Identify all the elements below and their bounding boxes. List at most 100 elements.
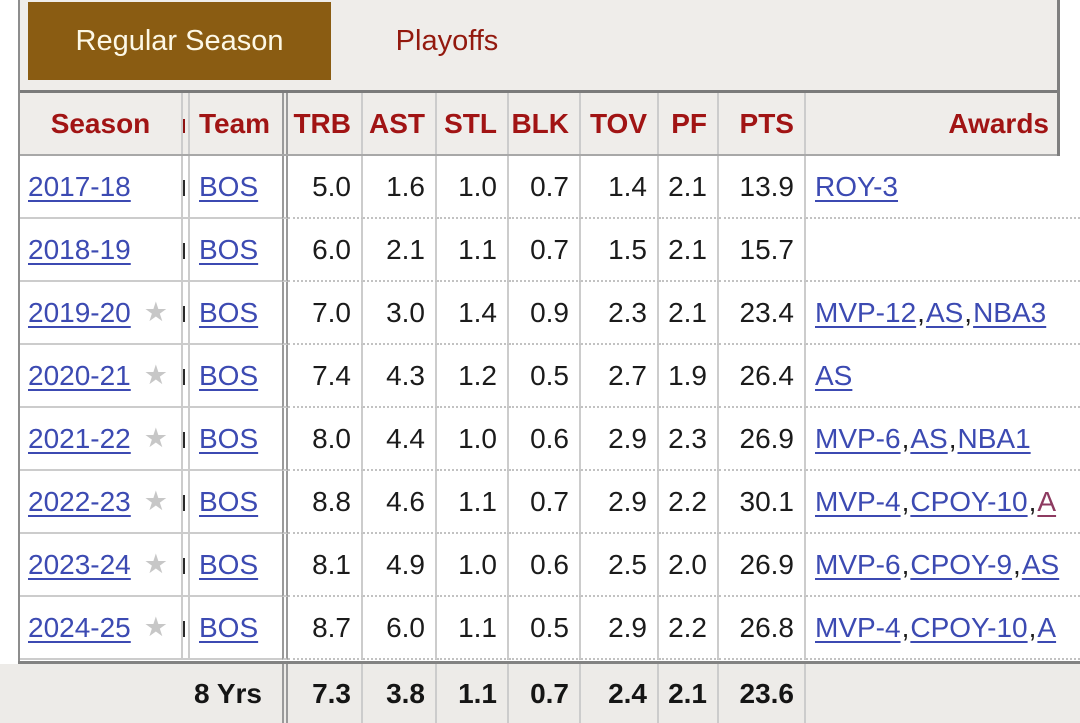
team-link[interactable]: BOS [199,611,259,643]
tov-cell: 2.5 [581,534,659,597]
blk-cell: 0.6 [509,534,581,597]
column-header-blk: BLK [509,93,581,154]
award-link[interactable]: CPOY-10 [910,485,1028,517]
all-star-icon: ★ [143,549,168,579]
pf-cell: 1.9 [659,345,719,408]
team-cell: BOS [190,471,282,534]
tov-cell: 2.9 [581,597,659,660]
award-separator: , [964,296,973,328]
ast-cell: 4.6 [363,471,437,534]
stl-cell: 1.0 [437,534,509,597]
column-group-divider [282,345,288,408]
trb-cell: 8.7 [288,597,363,660]
award-link[interactable]: AS [910,422,948,454]
stl-cell: 1.0 [437,156,509,219]
award-link[interactable]: A [1037,485,1057,517]
team-cell: BOS [190,282,282,345]
all-star-icon: ★ [143,612,168,642]
award-separator: , [1028,611,1037,643]
award-link[interactable]: MVP-6 [815,548,901,580]
team-link[interactable]: BOS [199,485,259,517]
award-link[interactable]: AS [925,296,964,328]
column-header-tov: TOV [581,93,659,154]
trb-cell: 8.1 [288,534,363,597]
award-separator: , [901,611,910,643]
season-link[interactable]: 2017-18 [28,170,131,202]
team-link[interactable]: BOS [199,170,259,202]
pf-cell: 2.1 [659,219,719,282]
pts-cell: 13.9 [719,156,806,219]
award-link[interactable]: MVP-4 [815,611,901,643]
season-link[interactable]: 2018-19 [28,233,131,265]
award-link[interactable]: MVP-6 [815,422,901,454]
blk-cell: 0.7 [509,219,581,282]
footer-stl: 1.1 [437,664,509,723]
season-row: 2022-23 ★ BOS 8.8 4.6 1.1 0.7 2.9 2.2 30.1 MVP-4, C… [20,471,1080,534]
season-link[interactable]: 2019-20 [28,296,131,328]
season-row: 2024-25 ★ BOS 8.7 6.0 1.1 0.5 2.9 2.2 26.8 MVP-4, C… [20,597,1080,660]
trb-cell: 8.8 [288,471,363,534]
season-link[interactable]: 2024-25 [28,611,131,643]
blk-cell: 0.9 [509,282,581,345]
team-link[interactable]: BOS [199,548,259,580]
stl-cell: 1.1 [437,219,509,282]
award-link[interactable]: A [1037,611,1057,643]
award-link[interactable]: MVP-4 [815,485,901,517]
pts-cell: 26.9 [719,534,806,597]
award-link[interactable]: ROY-3 [815,170,899,202]
awards-cell: MVP-4, CPOY-10, A [806,597,1080,660]
team-cell: BOS [190,219,282,282]
column-group-divider [282,408,288,471]
stl-cell: 1.1 [437,597,509,660]
award-link[interactable]: CPOY-9 [910,548,1013,580]
award-separator: , [917,296,925,328]
awards-cell: ROY-3 [806,156,1080,219]
age-column-clipped [183,471,190,534]
award-link[interactable]: AS [815,359,853,391]
season-link[interactable]: 2023-24 [28,548,131,580]
award-link[interactable]: NBA3 [973,296,1047,328]
season-cell: 2021-22 ★ [20,408,183,471]
award-link[interactable]: CPOY-10 [910,611,1028,643]
pts-cell: 30.1 [719,471,806,534]
column-group-divider [282,282,288,345]
team-link[interactable]: BOS [199,233,259,265]
column-header-ast: AST [363,93,437,154]
team-link[interactable]: BOS [199,296,259,328]
all-star-icon: ★ [143,486,168,516]
award-link[interactable]: AS [1021,548,1060,580]
award-link[interactable]: NBA1 [957,422,1031,454]
column-group-divider [282,664,288,723]
season-link[interactable]: 2020-21 [28,359,131,391]
team-link[interactable]: BOS [199,422,259,454]
footer-tov: 2.4 [581,664,659,723]
awards-cell: MVP-4, CPOY-10, A [806,471,1080,534]
table-header-row: Season Team TRB AST STL BLK TOV PF PTS A… [20,90,1057,156]
season-link[interactable]: 2021-22 [28,422,131,454]
award-link[interactable]: MVP-12 [815,296,917,328]
tov-cell: 1.5 [581,219,659,282]
season-link[interactable]: 2022-23 [28,485,131,517]
stl-cell: 1.0 [437,408,509,471]
age-column-clipped [183,282,190,345]
team-cell: BOS [190,156,282,219]
tab-playoffs[interactable]: Playoffs [395,24,499,57]
ast-cell: 3.0 [363,282,437,345]
pf-cell: 2.1 [659,282,719,345]
tov-cell: 1.4 [581,156,659,219]
all-star-icon: ★ [143,423,168,453]
blk-cell: 0.5 [509,597,581,660]
pts-cell: 23.4 [719,282,806,345]
team-link[interactable]: BOS [199,359,259,391]
blk-cell: 0.6 [509,408,581,471]
blk-cell: 0.5 [509,345,581,408]
all-star-icon: ★ [143,360,168,390]
tov-cell: 2.9 [581,471,659,534]
season-cell: 2018-19 [20,219,183,282]
tab-regular-season[interactable]: Regular Season [28,2,331,80]
age-column-clipped [183,534,190,597]
pts-cell: 26.9 [719,408,806,471]
award-separator: , [1013,548,1021,580]
ast-cell: 4.9 [363,534,437,597]
clipped-glyph [183,495,185,511]
